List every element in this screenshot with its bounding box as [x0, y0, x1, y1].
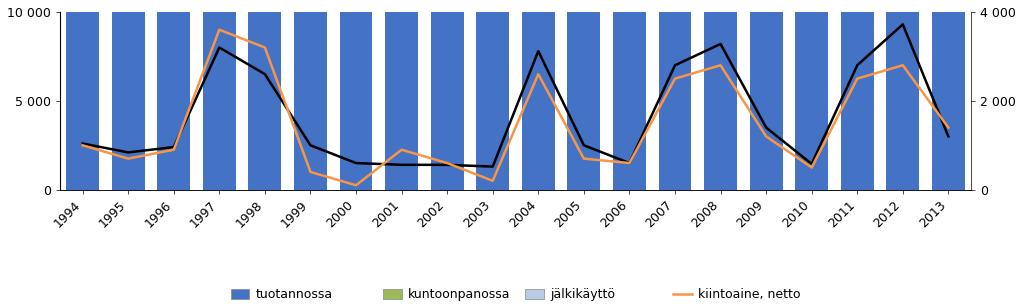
Bar [841, 12, 874, 190]
Bar [386, 12, 418, 190]
Bar [886, 12, 920, 190]
Bar [158, 12, 190, 190]
Bar [431, 12, 463, 190]
Legend: tuotannossa, tuotantokunnossa, kuntoonpanossa, poistunut, jälkikäyttö, kiintoain: tuotannossa, tuotantokunnossa, kuntoonpa… [230, 289, 801, 306]
Bar [750, 12, 783, 190]
Bar [659, 12, 692, 190]
Bar [932, 12, 965, 190]
Bar [613, 12, 646, 190]
Bar [568, 12, 601, 190]
Bar [249, 12, 281, 190]
Bar [795, 12, 828, 190]
Bar [66, 12, 99, 190]
Bar [477, 12, 509, 190]
Bar [704, 12, 737, 190]
Bar [294, 12, 327, 190]
Bar [340, 12, 372, 190]
Bar [522, 12, 554, 190]
Bar [203, 12, 235, 190]
Bar [112, 12, 144, 190]
